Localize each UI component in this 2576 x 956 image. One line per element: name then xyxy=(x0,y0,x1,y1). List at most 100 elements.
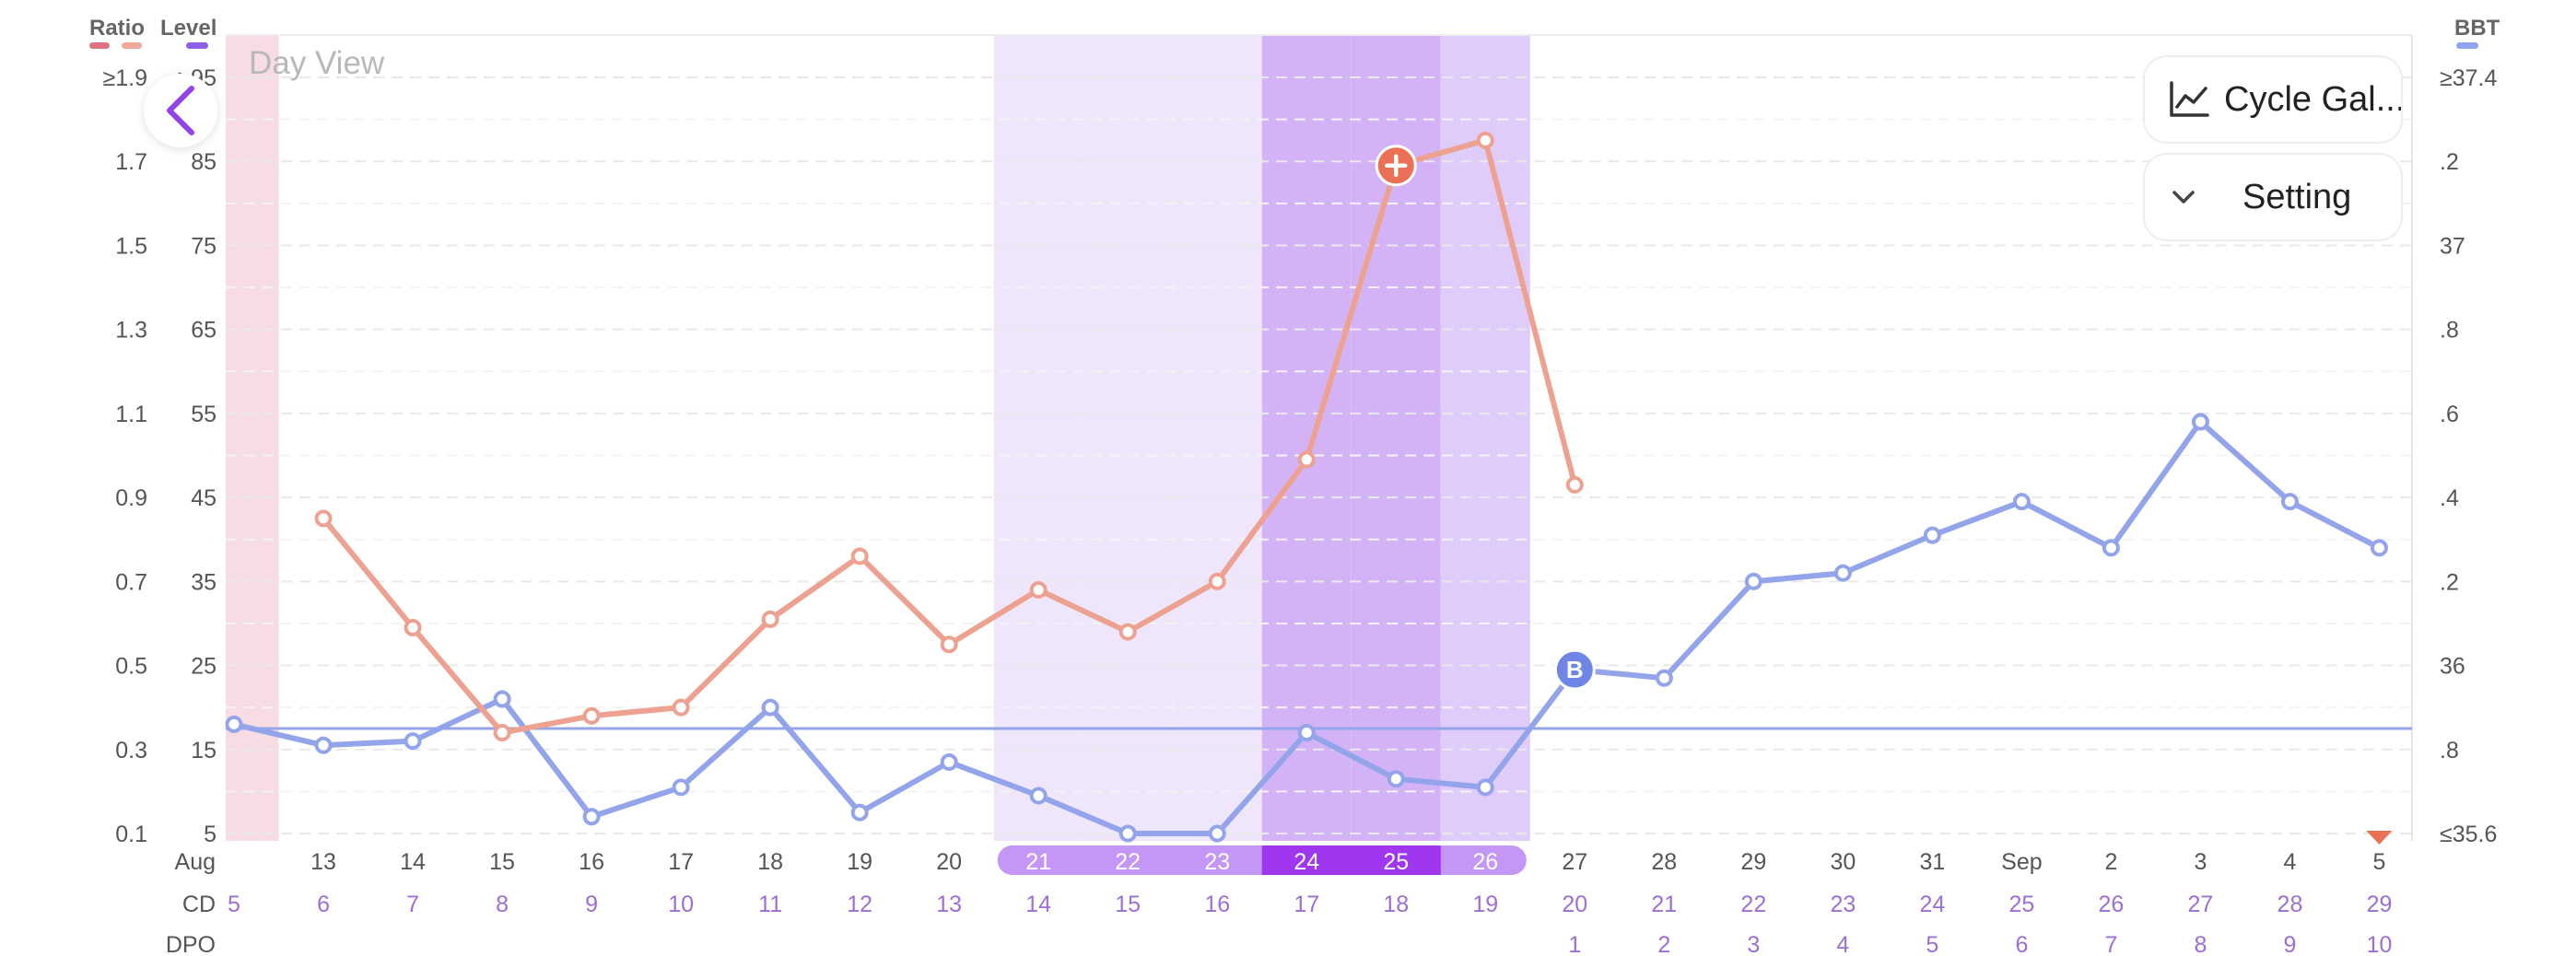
bbt-point xyxy=(1476,778,1494,797)
cd-value: 21 xyxy=(1651,892,1677,917)
date-tick-label: 22 xyxy=(1115,849,1141,875)
peak-band xyxy=(1261,35,1352,841)
day-view-label: Day View xyxy=(249,45,385,81)
day-bands xyxy=(226,35,1530,841)
bbt-series xyxy=(225,413,2388,843)
bbt-tick-label: .8 xyxy=(2440,738,2459,764)
ratio-point xyxy=(314,509,333,528)
level-legend-swatch xyxy=(186,42,208,49)
cd-value: 24 xyxy=(1919,892,1945,917)
marker-letter: B xyxy=(1566,656,1584,683)
ratio-series xyxy=(314,131,1584,742)
ratio-point xyxy=(940,635,958,654)
date-tick-label: 18 xyxy=(757,849,783,875)
bbt-point xyxy=(1833,564,1852,582)
ratio-point xyxy=(1476,131,1494,149)
date-tick-label: 3 xyxy=(2194,849,2207,875)
fertile-band xyxy=(1083,35,1173,841)
level-tick-label: 45 xyxy=(191,485,217,511)
date-tick-label: Aug xyxy=(175,849,216,875)
fertile-band xyxy=(993,35,1083,841)
ratio-point xyxy=(1565,475,1584,494)
cd-value: 10 xyxy=(668,892,694,917)
ratio-tick-label: 1.5 xyxy=(115,233,147,259)
date-tick-label: 2 xyxy=(2104,849,2117,875)
bbt-point xyxy=(2012,493,2031,511)
level-tick-label: 5 xyxy=(204,822,217,847)
bbt-point xyxy=(850,803,869,822)
cd-value: 27 xyxy=(2188,892,2214,917)
ratio-point xyxy=(761,610,779,628)
date-tick-label: 19 xyxy=(847,849,872,875)
level-tick-label: 15 xyxy=(191,738,217,764)
bbt-point xyxy=(493,690,511,708)
cd-value: 26 xyxy=(2099,892,2125,917)
bbt-legend-label: BBT xyxy=(2454,16,2500,41)
date-tick-label: 25 xyxy=(1383,849,1409,875)
cd-value: 7 xyxy=(406,892,419,917)
cd-value: 13 xyxy=(936,892,962,917)
cd-value: 17 xyxy=(1294,892,1319,917)
line-chart-icon xyxy=(2170,81,2209,117)
cycle-gallery-button[interactable]: Cycle Gal... xyxy=(2143,55,2403,144)
date-tick-label: 4 xyxy=(2284,849,2297,875)
dpo-value: 3 xyxy=(1747,932,1760,956)
ratio-tick-label: 0.7 xyxy=(115,569,147,595)
ratio-tick-label: 1.3 xyxy=(115,318,147,344)
cycle-gallery-label: Cycle Gal... xyxy=(2224,79,2401,119)
bbt-point xyxy=(1655,669,1673,687)
level-tick-label: 65 xyxy=(191,318,217,344)
cd-value: 12 xyxy=(847,892,872,917)
date-tick-label: 20 xyxy=(936,849,962,875)
high-fertility-band xyxy=(1440,35,1530,841)
cd-value: 29 xyxy=(2367,892,2393,917)
back-button[interactable] xyxy=(144,74,217,147)
ratio-point xyxy=(1118,623,1137,641)
peak-date-pill xyxy=(1261,845,1441,875)
ratio-tick-label: 1.7 xyxy=(115,149,147,175)
date-tick-label: 23 xyxy=(1204,849,1230,875)
bbt-tick-label: 37 xyxy=(2440,233,2465,259)
ratio-point xyxy=(1297,450,1316,469)
date-tick-label: 17 xyxy=(668,849,694,875)
bbt-point xyxy=(1923,526,1941,544)
dpo-value: 2 xyxy=(1657,932,1670,956)
setting-button[interactable]: Setting xyxy=(2143,153,2403,241)
chevron-down-icon xyxy=(2172,191,2195,204)
bbt-legend-swatch xyxy=(2456,42,2478,49)
bbt-point xyxy=(2102,539,2120,557)
cd-value: 9 xyxy=(585,892,598,917)
level-tick-label: 35 xyxy=(191,569,217,595)
dpo-row-label: DPO xyxy=(166,932,216,956)
bbt-tick-label: ≤35.6 xyxy=(2440,822,2497,847)
bbt-point xyxy=(2191,413,2209,431)
ratio-tick-label: 0.1 xyxy=(115,822,147,847)
bbt-tick-label: .2 xyxy=(2440,149,2459,175)
cd-value: 11 xyxy=(758,892,782,917)
bbt-point xyxy=(1118,824,1137,843)
bbt-point xyxy=(1297,724,1316,742)
cd-value: 20 xyxy=(1562,892,1587,917)
bbt-tick-label: ≥37.4 xyxy=(2440,65,2497,91)
chevron-left-icon xyxy=(167,86,194,135)
dpo-value: 8 xyxy=(2194,932,2207,956)
right-axis: ≥37.4 .2 37 .8 .6 .4 .2 36 .8 ≤35.6 xyxy=(2440,65,2497,847)
dpo-value: 1 xyxy=(1568,932,1581,956)
ratio-legend-swatch-1 xyxy=(89,42,110,49)
bbt-point xyxy=(1208,824,1226,843)
date-tick-label: Sep xyxy=(2001,849,2042,875)
cd-value: 8 xyxy=(496,892,509,917)
date-tick-label: 30 xyxy=(1830,849,1856,875)
ratio-point xyxy=(404,619,422,637)
level-tick-label: 75 xyxy=(191,233,217,259)
bbt-point xyxy=(1744,572,1762,590)
ratio-point xyxy=(1208,572,1226,590)
cd-value: 19 xyxy=(1472,892,1498,917)
cd-row-label: CD xyxy=(182,892,216,917)
date-tick-label: 24 xyxy=(1294,849,1319,875)
cd-value: 5 xyxy=(228,892,240,917)
date-tick-label: 5 xyxy=(2373,849,2386,875)
dpo-value: 5 xyxy=(1926,932,1938,956)
left-legend: Ratio Level xyxy=(89,16,217,49)
